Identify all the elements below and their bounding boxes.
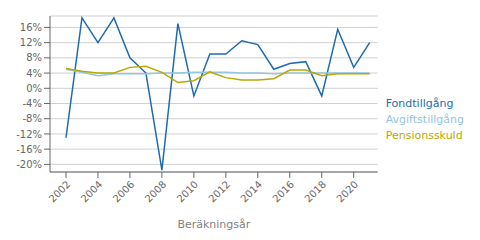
svg-text:2002: 2002 [47, 179, 73, 205]
svg-text:2016: 2016 [270, 179, 296, 205]
svg-text:2008: 2008 [143, 179, 169, 205]
svg-text:Beräkningsår: Beräkningsår [177, 218, 250, 231]
svg-text:-12%: -12% [16, 129, 42, 140]
svg-text:16%: 16% [20, 22, 42, 33]
svg-text:-8%: -8% [23, 113, 42, 124]
html-text:Pensionsskuld: Pensionsskuld [385, 129, 463, 142]
svg-text:2014: 2014 [238, 179, 264, 205]
svg-text:-20%: -20% [16, 159, 42, 170]
svg-text:2018: 2018 [302, 179, 328, 205]
svg-text:8%: 8% [26, 52, 42, 63]
svg-text:0%: 0% [26, 83, 42, 94]
svg-text:2012: 2012 [206, 179, 232, 205]
svg-text:4%: 4% [26, 68, 42, 79]
html-text:Fondtillgång: Fondtillgång [385, 97, 454, 110]
svg-text:12%: 12% [20, 37, 42, 48]
svg-text:2004: 2004 [79, 179, 105, 205]
svg-text:2020: 2020 [334, 179, 360, 205]
svg-text:2010: 2010 [175, 179, 201, 205]
svg-text:2006: 2006 [111, 179, 137, 205]
svg-text:-4%: -4% [23, 98, 42, 109]
html-text:Avgiftstillgång: Avgiftstillgång [385, 113, 464, 126]
svg-text:-16%: -16% [16, 144, 42, 155]
